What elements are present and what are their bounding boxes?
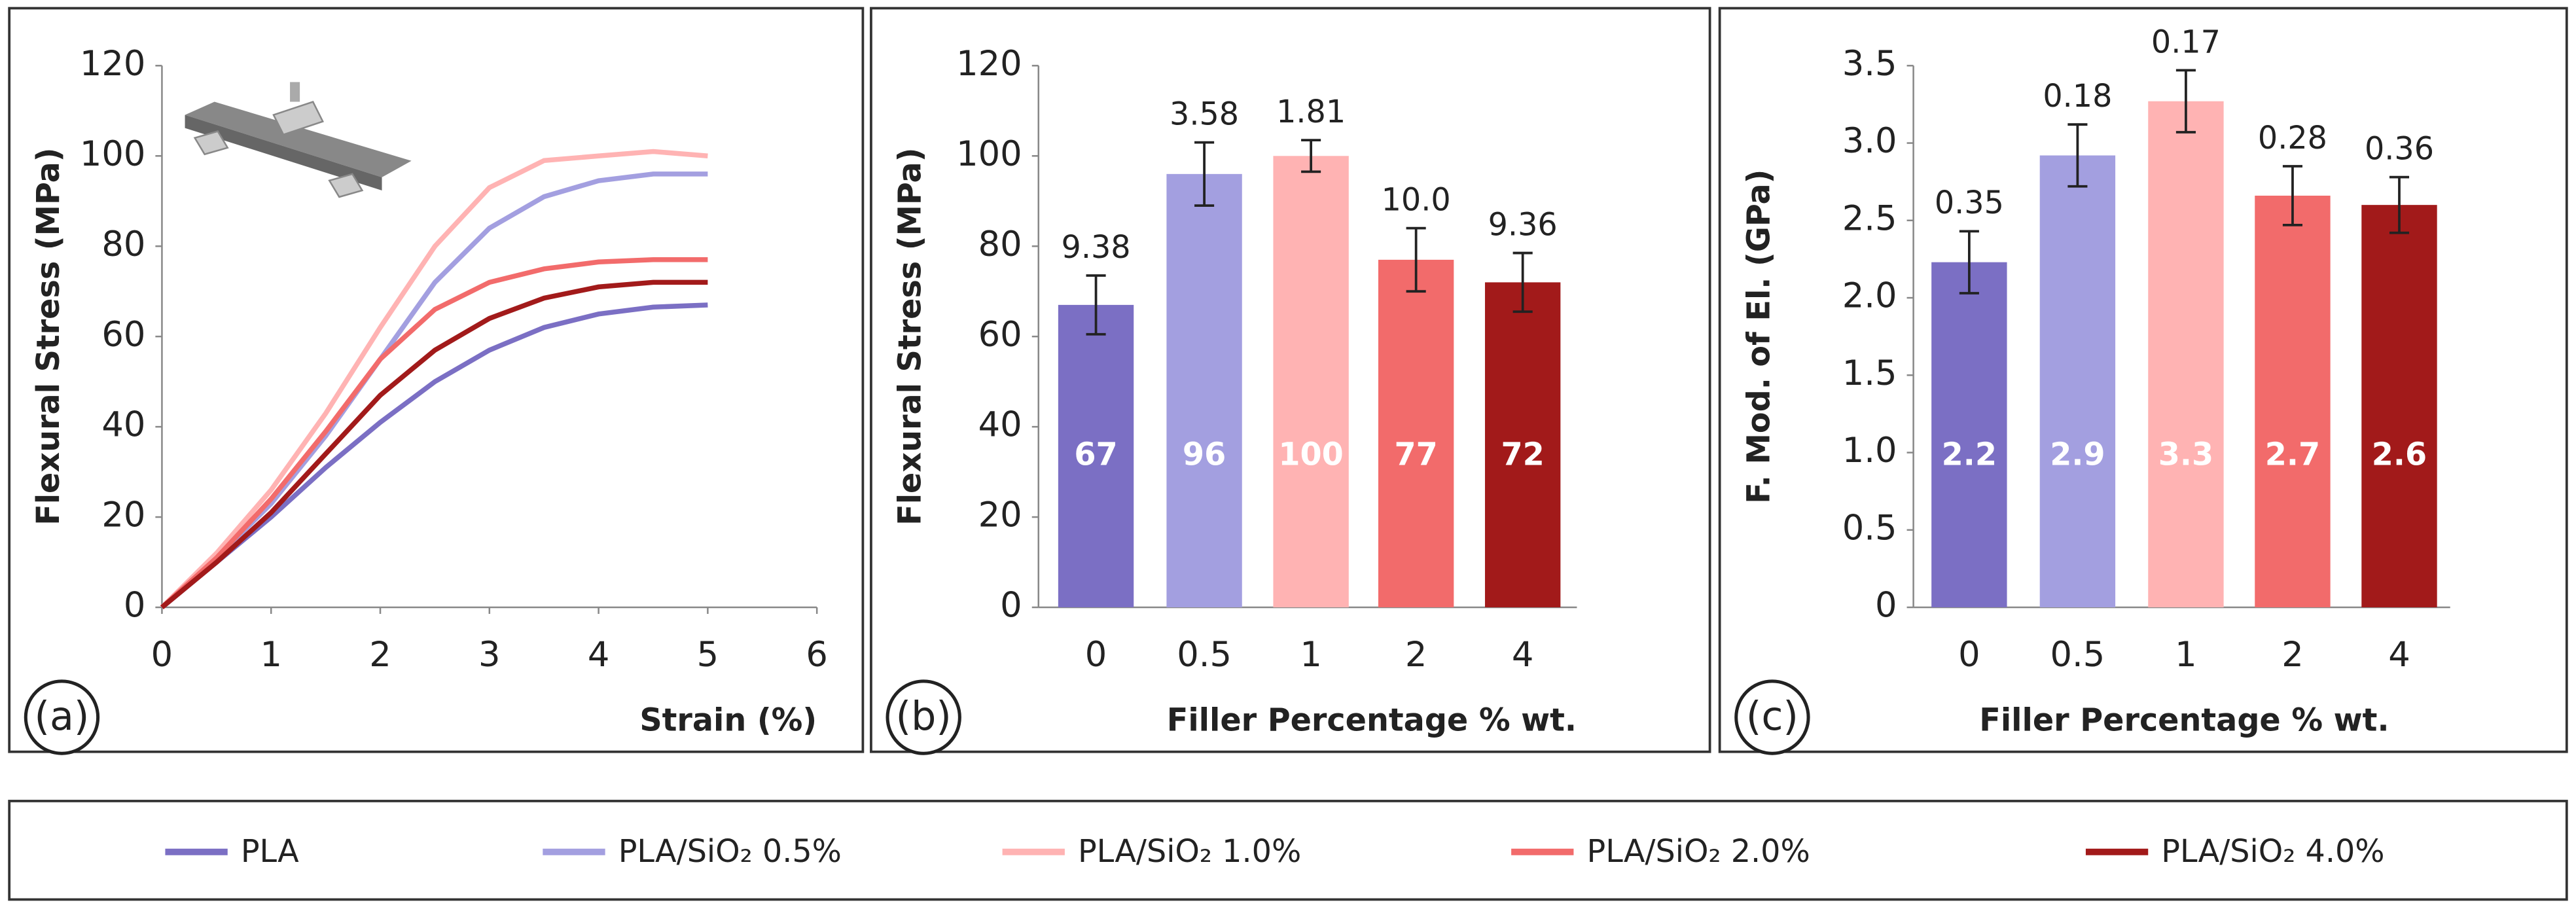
y-tick-label: 0 <box>1000 586 1022 626</box>
x-tick-label: 2 <box>1405 635 1427 675</box>
series-line <box>160 149 708 609</box>
series-line <box>160 279 708 609</box>
x-tick-label: 0 <box>1085 635 1107 675</box>
panel-badge <box>885 679 961 755</box>
annotation: 0.36 <box>2365 131 2434 167</box>
annotation: 0.28 <box>2258 120 2327 156</box>
y-tick-label: 1.5 <box>1842 353 1897 393</box>
x-tick-label: 1 <box>2175 635 2197 675</box>
bar <box>1273 156 1349 607</box>
bar <box>1378 259 1454 608</box>
panel-badge <box>24 679 100 755</box>
panel-frame <box>870 7 1711 753</box>
bar <box>1484 282 1561 607</box>
panel-label: (a) <box>35 694 90 740</box>
value-label: 67 <box>1074 437 1117 473</box>
bar <box>2255 195 2331 607</box>
y-tick-label: 80 <box>101 224 145 264</box>
annotation: 3.58 <box>1170 96 1239 132</box>
x-axis-title: Strain (%) <box>639 703 817 739</box>
value-label: 2.9 <box>2050 437 2105 473</box>
legend-label: PLA/SiO₂ 1.0% <box>1078 834 1301 870</box>
value-label: 2.7 <box>2265 437 2320 473</box>
y-tick-label: 0 <box>1875 586 1897 626</box>
y-tick-label: 100 <box>80 134 146 174</box>
legend-label: PLA/SiO₂ 0.5% <box>618 834 842 870</box>
x-tick-label: 0.5 <box>2050 635 2105 675</box>
y-tick-label: 1.0 <box>1842 431 1897 471</box>
y-tick-label: 3.5 <box>1842 44 1897 84</box>
series-line <box>160 257 708 609</box>
bar <box>1931 262 2007 608</box>
value-label: 2.6 <box>2372 437 2427 473</box>
legend-label: PLA/SiO₂ 4.0% <box>2161 834 2384 870</box>
y-tick-label: 20 <box>101 495 145 535</box>
value-label: 72 <box>1501 437 1545 473</box>
y-tick-label: 80 <box>978 224 1022 264</box>
legend-label: PLA/SiO₂ 2.0% <box>1586 834 1810 870</box>
value-label: 2.2 <box>1942 437 1997 473</box>
annotation: 9.38 <box>1062 230 1131 266</box>
panel-frame <box>1718 7 2568 753</box>
bar <box>2361 205 2437 607</box>
x-tick-label: 3 <box>478 635 501 675</box>
y-axis-title: Flexural Stress (MPa) <box>893 147 929 525</box>
y-tick-label: 0.5 <box>1842 508 1897 548</box>
value-label: 77 <box>1394 437 1437 473</box>
x-tick-label: 4 <box>588 635 610 675</box>
y-tick-label: 2.0 <box>1842 276 1897 316</box>
legend-label: PLA <box>241 834 299 870</box>
annotation: 0.17 <box>2151 24 2221 60</box>
x-tick-label: 2 <box>369 635 391 675</box>
x-tick-label: 0 <box>151 635 173 675</box>
x-tick-label: 1 <box>260 635 282 675</box>
x-tick-label: 2 <box>2281 635 2304 675</box>
panel-badge <box>1734 679 1810 755</box>
x-tick-label: 0 <box>1958 635 1980 675</box>
annotation: 0.35 <box>1935 185 2004 221</box>
value-label: 3.3 <box>2158 437 2213 473</box>
x-tick-label: 4 <box>1512 635 1534 675</box>
y-tick-label: 100 <box>956 134 1022 174</box>
x-tick-label: 6 <box>806 635 828 675</box>
y-tick-label: 60 <box>101 315 145 355</box>
x-axis-title: Filler Percentage % wt. <box>1979 703 2389 739</box>
y-tick-label: 120 <box>956 44 1022 84</box>
legend-frame <box>8 800 2568 901</box>
x-tick-label: 5 <box>697 635 719 675</box>
y-tick-label: 0 <box>124 586 146 626</box>
y-tick-label: 3.0 <box>1842 121 1897 161</box>
y-tick-label: 40 <box>101 405 145 445</box>
x-tick-label: 1 <box>1300 635 1322 675</box>
y-axis-title: Flexural Stress (MPa) <box>31 147 67 525</box>
panel-frame <box>8 7 865 753</box>
annotation: 1.81 <box>1276 94 1346 130</box>
y-tick-label: 2.5 <box>1842 198 1897 238</box>
panel-label: (c) <box>1746 694 1798 740</box>
annotation: 9.36 <box>1488 207 1558 243</box>
bar <box>1058 304 1134 607</box>
annotation: 0.18 <box>2043 79 2112 115</box>
value-label: 96 <box>1183 437 1226 473</box>
y-tick-label: 20 <box>978 495 1022 535</box>
y-tick-label: 120 <box>80 44 146 84</box>
y-tick-label: 40 <box>978 405 1022 445</box>
bar <box>2148 101 2224 607</box>
annotation: 10.0 <box>1382 182 1451 218</box>
value-label: 100 <box>1278 437 1343 473</box>
x-tick-label: 4 <box>2388 635 2410 675</box>
y-axis-title: F. Mod. of El. (GPa) <box>1741 170 1777 504</box>
panel-label: (b) <box>896 694 952 740</box>
beam-icon <box>185 82 412 198</box>
bar <box>1166 173 1242 607</box>
x-tick-label: 0.5 <box>1177 635 1232 675</box>
y-tick-label: 60 <box>978 315 1022 355</box>
bar <box>2039 155 2116 608</box>
x-axis-title: Filler Percentage % wt. <box>1167 703 1577 739</box>
